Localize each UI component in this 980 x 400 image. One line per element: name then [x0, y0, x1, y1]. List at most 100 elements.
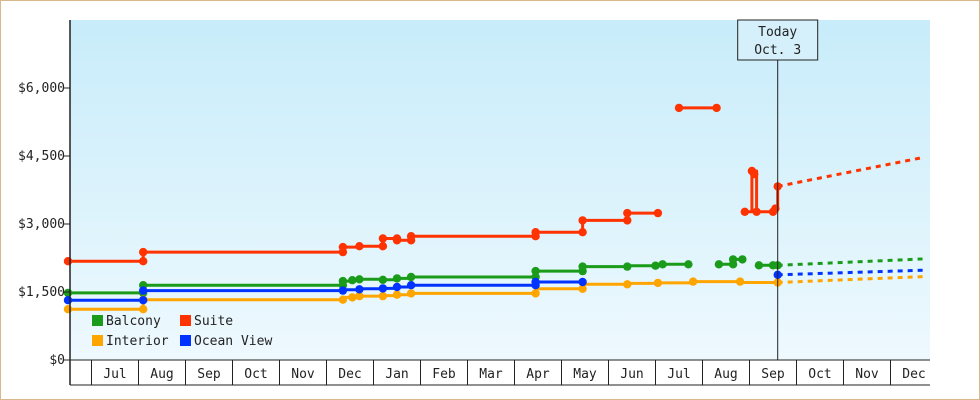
balcony-point-11: [531, 266, 540, 276]
points-layer: [63, 103, 782, 314]
x-tick-label-4: Nov: [291, 367, 315, 382]
x-tick-label-12: Jul: [667, 367, 690, 382]
interior-point-4: [348, 293, 357, 302]
x-tick-label-5: Dec: [338, 367, 361, 382]
suite-point-7: [378, 234, 388, 243]
interior-point-3: [338, 295, 348, 304]
suite-projection-line: [777, 155, 924, 188]
x-tick-label-3: Oct: [244, 367, 267, 382]
balcony-point-16: [658, 260, 667, 269]
suite-point-9: [392, 236, 402, 245]
interior-point-5: [355, 291, 364, 301]
suite-point-21: [740, 207, 749, 216]
y-tick-label-4: $6,000: [18, 81, 65, 96]
suite-point-2: [139, 247, 148, 257]
suite-point-4: [338, 242, 348, 252]
legend-label-balcony: Balcony: [106, 314, 161, 329]
interior-point-8: [406, 289, 416, 298]
balcony-point-9: [406, 272, 416, 282]
balcony-point-14: [623, 262, 632, 271]
interior-point-9: [531, 289, 540, 298]
x-tick-label-13: Aug: [714, 367, 737, 382]
legend-label-interior: Interior: [106, 334, 169, 349]
ocean-view-projection-line: [777, 268, 924, 277]
axes-layer: $0 $1,500 $3,000 $4,500 $6,000 Jul Aug Sep Oct No…: [18, 20, 930, 386]
x-tick-label-11: Jun: [620, 367, 643, 382]
x-tick-label-14: Sep: [761, 367, 785, 382]
interior-point-6: [378, 291, 388, 301]
interior-point-7: [392, 290, 402, 299]
balcony-projection-line: [777, 257, 924, 267]
y-tick-label-0: $0: [49, 353, 65, 368]
suite-point-16: [623, 216, 632, 225]
x-tick-label-10: May: [573, 367, 597, 382]
balcony-point-0: [63, 288, 73, 298]
interior-point-0: [63, 305, 73, 314]
legend-swatch-interior: [92, 335, 103, 346]
balcony-point-15: [651, 261, 660, 270]
x-tick-label-1: Aug: [150, 367, 173, 382]
suite-point-20: [712, 103, 721, 113]
suite-point-5: [355, 242, 364, 251]
suite-point-14: [578, 228, 587, 237]
balcony-point-20: [728, 255, 738, 264]
suite-point-6: [378, 242, 388, 251]
today-label-line2: Oct. 3: [754, 43, 801, 58]
interior-point-11: [623, 280, 632, 289]
suite-point-1: [139, 257, 148, 266]
x-tick-label-2: Sep: [197, 367, 221, 382]
balcony-point-17: [684, 260, 693, 269]
x-tick-label-8: Mar: [479, 367, 503, 382]
legend-swatch-ocean-view: [180, 335, 191, 346]
suite-point-13: [531, 228, 540, 237]
y-tick-label-3: $4,500: [18, 149, 65, 164]
balcony-point-4: [338, 276, 348, 286]
x-tick-label-16: Nov: [855, 367, 879, 382]
interior-point-13: [688, 277, 698, 286]
suite-point-17: [623, 208, 632, 218]
x-tick-label-15: Oct: [808, 367, 831, 382]
y-tick-label-2: $3,000: [18, 217, 65, 232]
balcony-point-8: [392, 274, 402, 283]
legend-swatch-balcony: [92, 315, 103, 326]
balcony-point-6: [355, 275, 364, 284]
suite-point-0: [63, 257, 73, 266]
projection-layer: [777, 155, 924, 284]
legend-label-suite: Suite: [194, 314, 233, 329]
today-label-line1: Today: [758, 25, 797, 40]
today-marker: Today Oct. 3: [737, 19, 819, 360]
plot-background: [70, 20, 930, 360]
ocean-view-point-5: [378, 284, 388, 293]
balcony-point-21: [738, 255, 747, 264]
interior-point-12: [653, 278, 663, 288]
suite-point-26: [771, 204, 780, 213]
today-label-box: [737, 19, 819, 61]
interior-projection-line: [777, 275, 924, 284]
y-tick-label-1: $1,500: [18, 285, 65, 300]
x-tick-label-0: Jul: [103, 367, 126, 382]
ocean-view-point-3: [338, 286, 348, 295]
x-tick-label-7: Feb: [432, 367, 456, 382]
ocean-view-point-2: [139, 286, 148, 295]
interior-point-14: [735, 277, 745, 286]
legend-swatch-suite: [180, 315, 191, 326]
ocean-view-point-9: [531, 277, 540, 287]
ocean-view-point-1: [139, 296, 148, 305]
suite-point-18: [653, 208, 663, 218]
legend-label-ocean-view: Ocean View: [194, 334, 272, 349]
balcony-point-5: [348, 276, 357, 285]
balcony-point-13: [578, 262, 587, 271]
ocean-view-point-0: [63, 296, 73, 305]
suite-point-11: [406, 232, 416, 241]
x-tick-label-9: Apr: [526, 367, 550, 382]
x-tick-label-17: Dec: [902, 367, 925, 382]
interior-point-1: [139, 305, 148, 314]
balcony-point-7: [378, 275, 388, 284]
ocean-view-point-6: [392, 282, 402, 292]
suite-point-24: [752, 207, 761, 216]
x-tick-label-6: Jan: [385, 367, 408, 382]
ocean-view-point-4: [355, 285, 364, 294]
interior-point-10: [578, 284, 587, 293]
ocean-view-point-10: [578, 277, 587, 287]
